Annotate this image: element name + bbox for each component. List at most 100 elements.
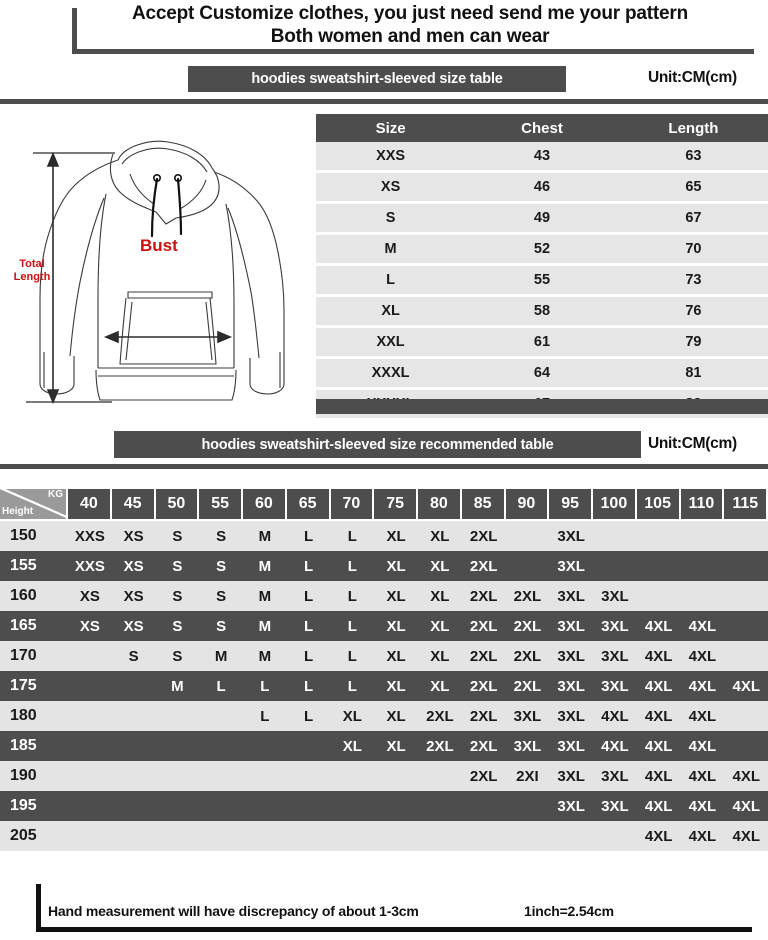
- weight-header-65: 65: [286, 489, 331, 521]
- chest-cell: 55: [465, 264, 619, 296]
- size-recommendation-cell: 4XL: [636, 701, 681, 731]
- size-recommendation-cell: [68, 641, 112, 671]
- size-recommendation-cell: [68, 671, 112, 701]
- size-cell: XL: [316, 295, 466, 327]
- size-recommendation-cell: L: [330, 581, 375, 611]
- size-recommendation-cell: 3XL: [505, 701, 550, 731]
- size-recommendation-cell: 4XL: [680, 731, 725, 761]
- size-recommendation-cell: 4XL: [680, 611, 725, 641]
- size-recommendation-cell: [199, 821, 243, 851]
- size-recommendation-cell: 4XL: [636, 671, 681, 701]
- size-recommendation-cell: XL: [374, 731, 418, 761]
- chest-cell: 43: [465, 142, 619, 172]
- size-recommendation-cell: [724, 701, 768, 731]
- size-recommendation-cell: [111, 701, 156, 731]
- recommend-row: 175 M L L L L XL XL 2XL 2XL 3XL 3XL 4XL 4XL 4XL: [0, 671, 768, 701]
- size-recommendation-cell: [418, 821, 462, 851]
- size-recommendation-cell: [199, 761, 243, 791]
- axis-label-height: Height: [2, 506, 34, 517]
- size-table: Size Chest Length XXS 43 63 XS 46 65 S 49 67 M 52 7…: [316, 114, 768, 421]
- size-recommendation-cell: [68, 701, 112, 731]
- size-table-header-row: Size Chest Length: [316, 114, 768, 142]
- footer-note: Hand measurement will have discrepancy o…: [48, 903, 419, 919]
- size-recommendation-cell: L: [330, 611, 375, 641]
- size-table-col-size: Size: [316, 114, 466, 142]
- recommend-row: 160 XS XS S S M L L XL XL 2XL 2XL 3XL 3XL: [0, 581, 768, 611]
- header-line-1: Accept Customize clothes, you just need …: [131, 3, 688, 24]
- size-recommendation-cell: M: [243, 551, 287, 581]
- size-recommendation-cell: S: [155, 551, 200, 581]
- size-recommendation-cell: 3XL: [593, 581, 637, 611]
- size-recommendation-cell: [243, 821, 287, 851]
- size-recommendation-cell: 3XL: [593, 671, 637, 701]
- weight-header-75: 75: [374, 489, 418, 521]
- size-recommendation-cell: 4XL: [636, 821, 681, 851]
- size-recommendation-cell: 3XL: [549, 551, 593, 581]
- size-table-col-chest: Chest: [465, 114, 619, 142]
- size-cell: L: [316, 264, 466, 296]
- bust-label: Bust: [140, 236, 178, 255]
- table-row: XXS 43 63: [316, 142, 768, 172]
- size-recommendation-cell: XXS: [68, 551, 112, 581]
- size-recommendation-cell: [593, 821, 637, 851]
- size-cell: M: [316, 233, 466, 265]
- weight-header-90: 90: [505, 489, 550, 521]
- size-recommendation-cell: XL: [374, 701, 418, 731]
- recommend-row: 165 XS XS S S M L L XL XL 2XL 2XL 3XL 3XL 4XL 4XL: [0, 611, 768, 641]
- size-recommendation-cell: S: [199, 611, 243, 641]
- size-recommendation-cell: XS: [68, 611, 112, 641]
- length-cell: 79: [618, 326, 768, 358]
- table-row: XXXL 64 81: [316, 357, 768, 389]
- size-recommendation-cell: [461, 791, 506, 821]
- size-recommendation-cell: 2XL: [461, 761, 506, 791]
- size-recommendation-cell: 4XL: [636, 641, 681, 671]
- size-recommendation-cell: [636, 551, 681, 581]
- size-recommendation-cell: XL: [374, 521, 418, 551]
- size-recommendation-cell: 2XL: [461, 611, 506, 641]
- size-recommendation-cell: [68, 791, 112, 821]
- size-recommendation-cell: L: [330, 521, 375, 551]
- length-cell: 70: [618, 233, 768, 265]
- size-recommendation-cell: [68, 761, 112, 791]
- size-recommendation-cell: [155, 821, 200, 851]
- size-recommendation-cell: M: [243, 641, 287, 671]
- size-recommendation-cell: [593, 551, 637, 581]
- weight-header-70: 70: [330, 489, 375, 521]
- height-header-160: 160: [0, 581, 68, 611]
- size-recommendation-cell: S: [199, 551, 243, 581]
- size-cell: XXS: [316, 142, 466, 172]
- size-recommendation-cell: [111, 821, 156, 851]
- axis-corner-cell: KG Height: [0, 489, 68, 521]
- diagonal-divider-icon: [0, 489, 66, 518]
- size-recommendation-cell: [155, 791, 200, 821]
- size-recommendation-cell: XS: [111, 611, 156, 641]
- size-recommendation-cell: [680, 551, 725, 581]
- size-recommendation-cell: 4XL: [680, 671, 725, 701]
- size-recommendation-cell: 3XL: [549, 581, 593, 611]
- table-row: XL 58 76: [316, 295, 768, 327]
- size-recommendation-cell: XL: [330, 731, 375, 761]
- size-recommendation-cell: L: [330, 641, 375, 671]
- height-header-185: 185: [0, 731, 68, 761]
- size-recommendation-cell: [155, 761, 200, 791]
- size-recommendation-cell: [68, 821, 112, 851]
- size-recommendation-cell: 4XL: [680, 821, 725, 851]
- size-recommendation-cell: 4XL: [593, 731, 637, 761]
- size-recommendation-cell: XL: [418, 671, 462, 701]
- size-recommendation-cell: S: [111, 641, 156, 671]
- size-recommendation-cell: [418, 791, 462, 821]
- size-recommendation-cell: [155, 701, 200, 731]
- size-recommendation-cell: 3XL: [549, 701, 593, 731]
- height-header-170: 170: [0, 641, 68, 671]
- size-recommendation-cell: [199, 731, 243, 761]
- height-header-190: 190: [0, 761, 68, 791]
- size-recommendation-cell: 2XL: [418, 731, 462, 761]
- size-recommendation-cell: 2XL: [461, 701, 506, 731]
- weight-header-105: 105: [636, 489, 681, 521]
- size-recommendation-cell: 4XL: [680, 791, 725, 821]
- size-recommendation-cell: 4XL: [724, 791, 768, 821]
- size-recommendation-cell: [724, 551, 768, 581]
- size-recommendation-cell: M: [243, 581, 287, 611]
- size-recommendation-cell: XL: [418, 581, 462, 611]
- header-banner-frame: [72, 8, 754, 54]
